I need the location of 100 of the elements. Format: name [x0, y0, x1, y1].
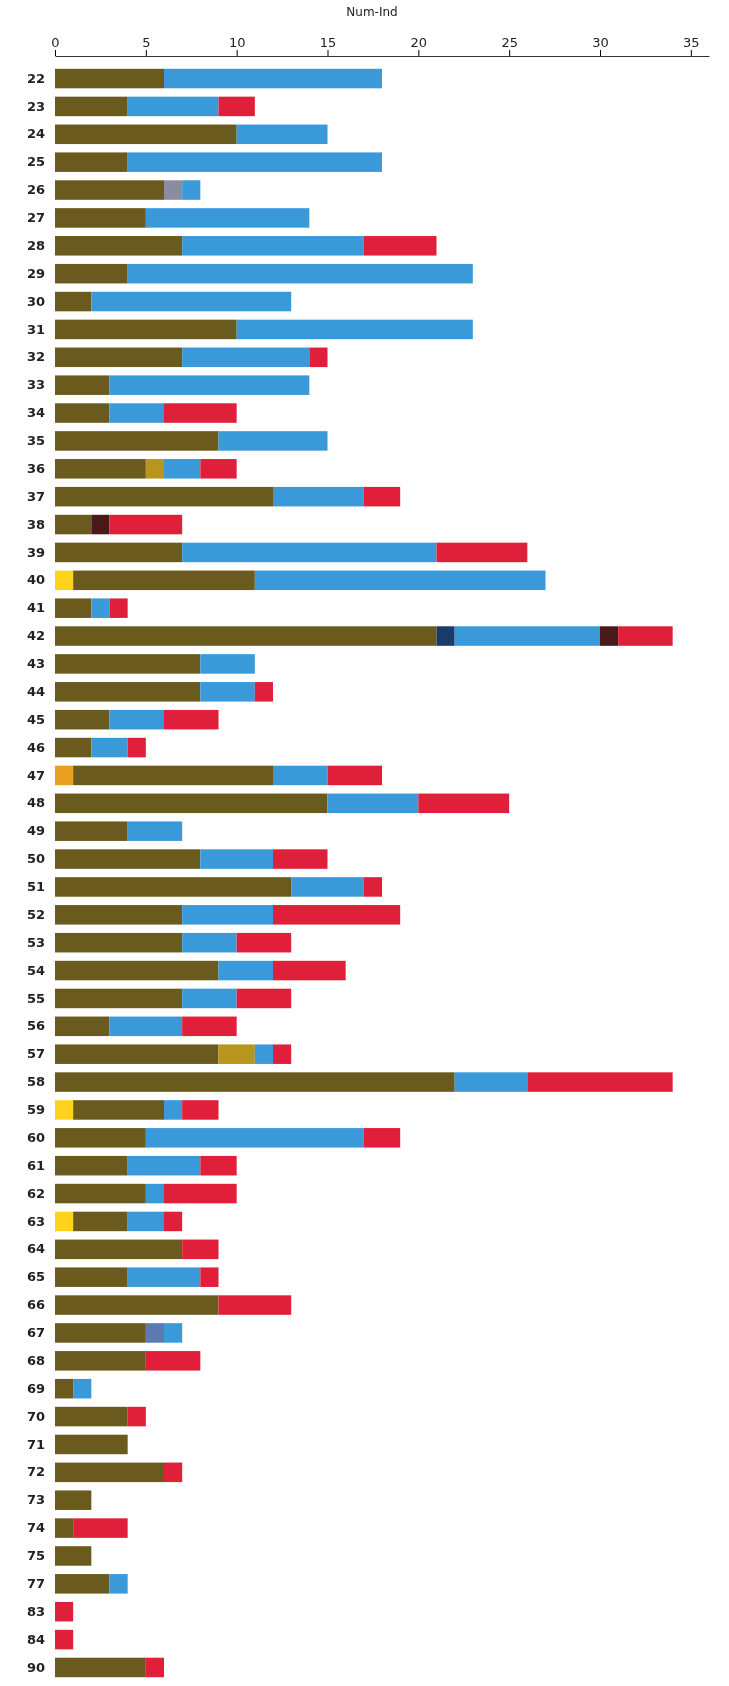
bar: [55, 180, 164, 200]
y-tick-label: 32: [26, 349, 45, 365]
bar: [109, 403, 164, 423]
bar: [55, 96, 128, 117]
bar: [164, 1183, 237, 1204]
x-tick-label: 20: [410, 35, 428, 50]
bar: [145, 459, 164, 479]
bar: [55, 208, 146, 228]
y-tick-label: 44: [26, 683, 45, 699]
bar: [273, 1044, 292, 1064]
bar: [55, 1378, 74, 1399]
bar: [55, 1406, 128, 1427]
bar: [200, 682, 255, 702]
bar: [73, 1211, 128, 1232]
bar: [55, 319, 237, 340]
bar: [218, 1295, 292, 1315]
y-tick-label: 35: [26, 433, 45, 449]
bar: [127, 1406, 146, 1427]
bar: [73, 1378, 92, 1399]
bar: [55, 654, 201, 674]
y-tick-label: 36: [26, 460, 45, 476]
y-tick-label: 64: [26, 1241, 45, 1257]
bar: [164, 1323, 183, 1343]
y-tick-label: 46: [26, 739, 45, 755]
bar: [55, 1239, 183, 1260]
y-tick-label: 28: [26, 237, 45, 253]
bar: [254, 570, 546, 591]
bar: [55, 793, 328, 814]
bar: [182, 542, 437, 563]
bar: [218, 96, 255, 117]
bar: [109, 514, 183, 535]
y-tick-label: 33: [26, 377, 45, 393]
y-tick-label: 65: [26, 1269, 45, 1285]
bar: [73, 1518, 128, 1538]
bar: [55, 682, 201, 702]
bar: [91, 598, 110, 618]
bar: [55, 375, 110, 395]
bar: [55, 821, 128, 841]
bar: [55, 765, 74, 786]
bar: [55, 1546, 92, 1566]
bar: [200, 1267, 219, 1287]
bar: [55, 236, 183, 256]
bar: [55, 1601, 74, 1622]
bar: [454, 626, 600, 646]
bar: [127, 737, 146, 758]
y-tick-label: 75: [26, 1548, 45, 1564]
bar: [55, 1657, 146, 1678]
bar: [200, 1155, 237, 1176]
bar: [109, 375, 310, 395]
y-tick-label: 62: [26, 1185, 45, 1201]
bar: [55, 988, 183, 1009]
bar: [127, 96, 219, 117]
bar: [55, 1490, 92, 1510]
bar: [273, 905, 401, 925]
bar: [55, 737, 92, 758]
y-tick-label: 27: [26, 210, 45, 226]
bar: [55, 932, 183, 953]
y-tick-label: 49: [26, 823, 45, 839]
y-tick-label: 57: [26, 1046, 45, 1062]
bar: [55, 486, 273, 507]
bar: [600, 626, 619, 646]
y-tick-label: 58: [26, 1074, 45, 1090]
bar: [164, 459, 201, 479]
bar: [200, 654, 255, 674]
bar: [73, 1100, 164, 1120]
bar: [273, 486, 364, 507]
bar: [127, 1211, 164, 1232]
y-tick-label: 68: [26, 1352, 45, 1368]
bar: [127, 1267, 201, 1287]
x-tick-label: 35: [683, 35, 700, 50]
bar: [164, 1462, 183, 1483]
bar: [363, 236, 437, 256]
x-tick-label: 0: [51, 35, 60, 50]
bar: [55, 1128, 146, 1148]
bar: [55, 1155, 128, 1176]
x-tick-label: 5: [142, 35, 151, 50]
y-tick-label: 63: [26, 1213, 45, 1229]
bar: [182, 1100, 219, 1120]
bar: [109, 1016, 183, 1037]
bar: [145, 1323, 164, 1343]
y-tick-label: 26: [26, 182, 45, 198]
x-tick-label: 10: [228, 35, 246, 50]
y-tick-label: 69: [26, 1380, 45, 1396]
bar: [236, 988, 292, 1009]
bar: [55, 598, 92, 618]
y-tick-label: 66: [26, 1297, 45, 1313]
bar: [55, 1323, 146, 1343]
x-axis-title: Num-Ind: [346, 5, 398, 19]
y-tick-label: 55: [26, 990, 45, 1006]
y-tick-label: 84: [26, 1631, 45, 1647]
bar: [55, 152, 128, 172]
bar: [327, 765, 382, 786]
bar: [55, 347, 183, 368]
bar: [363, 486, 401, 507]
bar: [218, 1044, 255, 1064]
y-tick-label: 71: [26, 1436, 45, 1452]
y-tick-label: 29: [26, 265, 45, 281]
y-tick-label: 73: [26, 1492, 45, 1508]
y-tick-label: 61: [26, 1157, 45, 1173]
bar: [55, 124, 237, 145]
